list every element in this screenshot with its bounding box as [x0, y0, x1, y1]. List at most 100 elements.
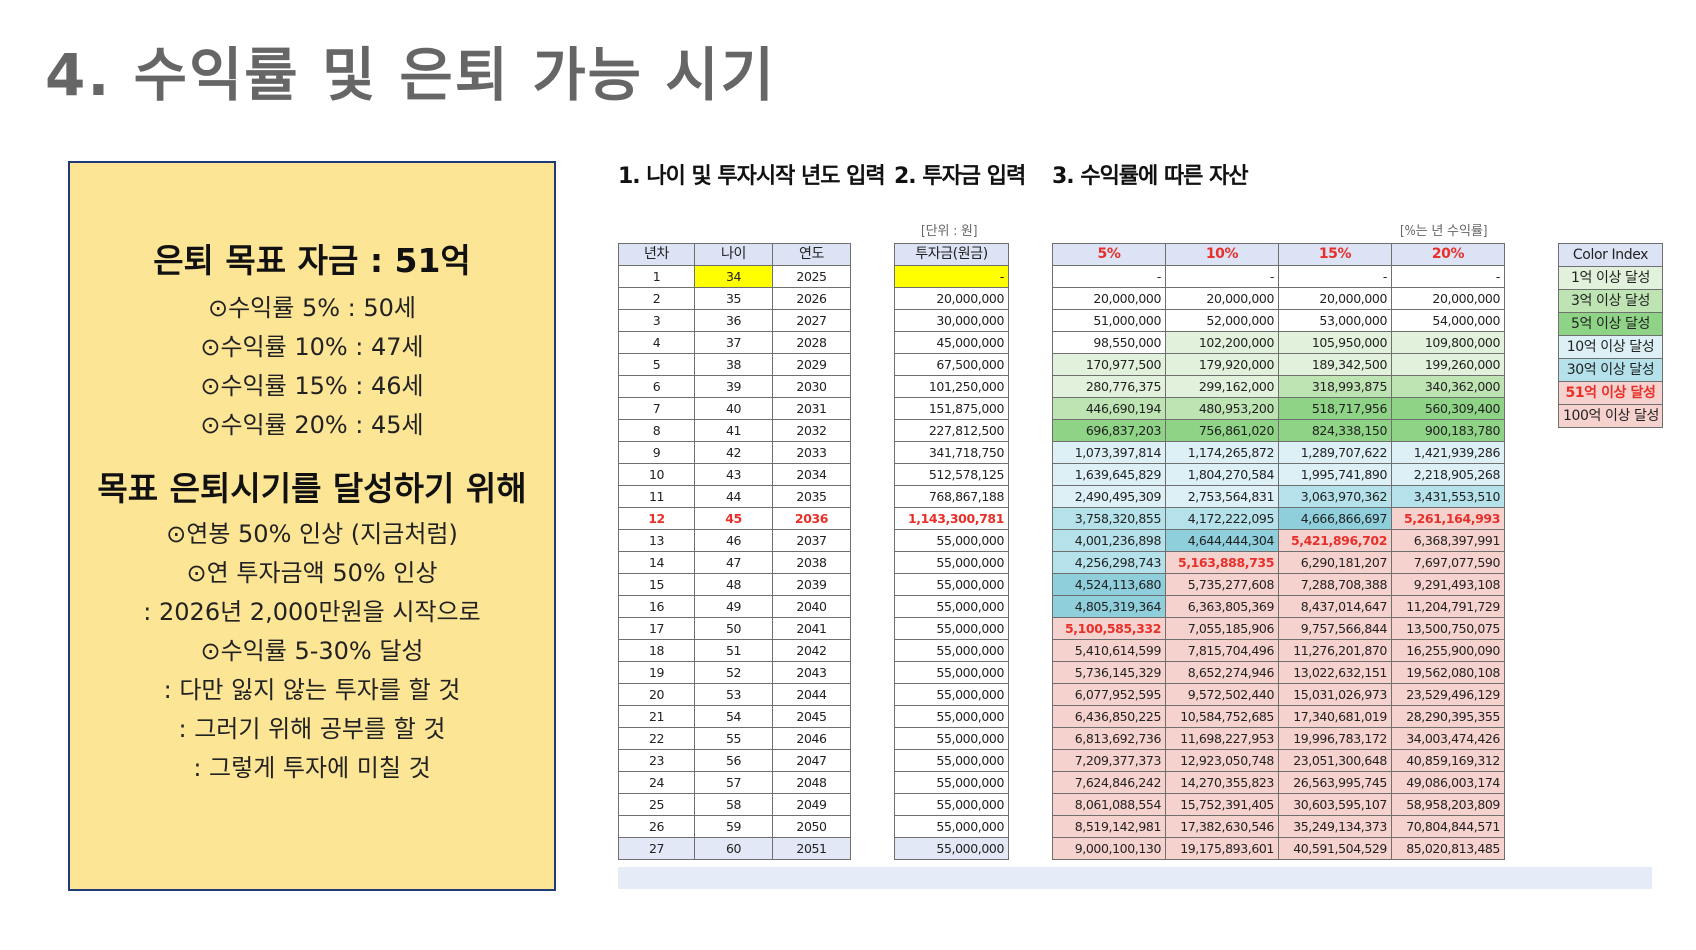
cell-year: 2044: [772, 683, 851, 706]
cell-year: 2041: [772, 617, 851, 640]
cell-year-no: 1: [618, 265, 695, 288]
table-row: 6 39 2030: [618, 375, 851, 398]
cell-age: 37: [694, 331, 773, 354]
cell-year: 2026: [772, 287, 851, 310]
cell-asset-value: 11,276,201,870: [1278, 639, 1392, 662]
cell-asset-value: 9,757,566,844: [1278, 617, 1392, 640]
cell-asset-value: 4,805,319,364: [1052, 595, 1166, 618]
cell-age: 60: [694, 837, 773, 860]
table-row: 3 36 2027: [618, 309, 851, 332]
cell-year: 2050: [772, 815, 851, 838]
cell-asset-value: 102,200,000: [1165, 331, 1279, 354]
cell-asset-value: 5,735,277,608: [1165, 573, 1279, 596]
cell-asset-value: 28,290,395,355: [1391, 705, 1505, 728]
cell-age: 47: [694, 551, 773, 574]
cell-asset-value: 105,950,000: [1278, 331, 1392, 354]
legend-row: 5억 이상 달성: [1558, 312, 1663, 336]
cell-asset-value: 3,758,320,855: [1052, 507, 1166, 530]
cell-asset-value: 49,086,003,174: [1391, 771, 1505, 794]
age-year-table: 년차 나이 연도 1 34 2025 2 35 2026 3 36 2027 4 37 2028 5 38…: [618, 243, 851, 860]
cell-asset-value: 280,776,375: [1052, 375, 1166, 398]
cell-asset-value: 9,291,493,108: [1391, 573, 1505, 596]
table-row: 25 58 2049: [618, 793, 851, 816]
table-row: 151,875,000: [894, 397, 1009, 420]
cell-asset-value: 696,837,203: [1052, 419, 1166, 442]
table-row: 98,550,000 102,200,000 105,950,000 109,800,…: [1052, 331, 1505, 354]
cell-asset-value: 1,804,270,584: [1165, 463, 1279, 486]
table-row: 4,805,319,364 6,363,805,369 8,437,014,647 1…: [1052, 595, 1505, 618]
cell-year: 2043: [772, 661, 851, 684]
cell-investment: 1,143,300,781: [894, 507, 1009, 530]
cell-investment: 67,500,000: [894, 353, 1009, 376]
cell-asset-value: 53,000,000: [1278, 309, 1392, 332]
cell-year-no: 10: [618, 463, 695, 486]
table-row: -: [894, 265, 1009, 288]
table-row: 8,519,142,981 17,382,630,546 35,249,134,37…: [1052, 815, 1505, 838]
cell-asset-value: 170,977,500: [1052, 353, 1166, 376]
cell-asset-value: 199,260,000: [1391, 353, 1505, 376]
goal-line: ⊙수익률 10% : 47세: [200, 333, 424, 361]
cell-asset-value: 34,003,474,426: [1391, 727, 1505, 750]
cell-year-no: 26: [618, 815, 695, 838]
cell-investment: 768,867,188: [894, 485, 1009, 508]
cell-asset-value: 2,490,495,309: [1052, 485, 1166, 508]
cell-investment: 55,000,000: [894, 573, 1009, 596]
cell-asset-value: 3,431,553,510: [1391, 485, 1505, 508]
cell-year-no: 21: [618, 705, 695, 728]
table-row: 6,077,952,595 9,572,502,440 15,031,026,973…: [1052, 683, 1505, 706]
cell-asset-value: 4,666,866,697: [1278, 507, 1392, 530]
cell-asset-value: 70,804,844,571: [1391, 815, 1505, 838]
cell-asset-value: 98,550,000: [1052, 331, 1166, 354]
cell-year-no: 20: [618, 683, 695, 706]
table-row: 446,690,194 480,953,200 518,717,956 560,309…: [1052, 397, 1505, 420]
cell-asset-value: 20,000,000: [1052, 287, 1166, 310]
cell-asset-value: 5,163,888,735: [1165, 551, 1279, 574]
section-label-invest-input: 2. 투자금 입력: [894, 164, 1026, 189]
plan-heading: 목표 은퇴시기를 달성하기 위해: [97, 469, 527, 508]
cell-year-no: 11: [618, 485, 695, 508]
cell-year-no: 2: [618, 287, 695, 310]
cell-asset-value: -: [1391, 265, 1505, 288]
rate-note-label: [%는 년 수익률]: [1400, 224, 1488, 239]
cell-asset-value: 8,437,014,647: [1278, 595, 1392, 618]
cell-investment: 20,000,000: [894, 287, 1009, 310]
table-row: 12 45 2036: [618, 507, 851, 530]
cell-year-no: 15: [618, 573, 695, 596]
cell-asset-value: 6,436,850,225: [1052, 705, 1166, 728]
cell-asset-value: 1,995,741,890: [1278, 463, 1392, 486]
plan-line: : 그러기 위해 공부를 할 것: [178, 715, 446, 743]
cell-asset-value: 16,255,900,090: [1391, 639, 1505, 662]
header-investment: 투자금(원금): [894, 243, 1009, 266]
cell-asset-value: 7,624,846,242: [1052, 771, 1166, 794]
cell-age: 41: [694, 419, 773, 442]
cell-asset-value: 5,100,585,332: [1052, 617, 1166, 640]
table-row: 26 59 2050: [618, 815, 851, 838]
cell-asset-value: 7,055,185,906: [1165, 617, 1279, 640]
cell-year-no: 22: [618, 727, 695, 750]
cell-age: 57: [694, 771, 773, 794]
table-row: 22 55 2046: [618, 727, 851, 750]
cell-asset-value: 4,644,444,304: [1165, 529, 1279, 552]
legend-row: 51억 이상 달성: [1558, 381, 1663, 405]
cell-asset-value: 20,000,000: [1391, 287, 1505, 310]
table-row: 45,000,000: [894, 331, 1009, 354]
table-row: 101,250,000: [894, 375, 1009, 398]
cell-age: 59: [694, 815, 773, 838]
cell-asset-value: 35,249,134,373: [1278, 815, 1392, 838]
cell-asset-value: 1,289,707,622: [1278, 441, 1392, 464]
cell-year: 2046: [772, 727, 851, 750]
cell-asset-value: -: [1052, 265, 1166, 288]
cell-year-no: 25: [618, 793, 695, 816]
cell-age: 46: [694, 529, 773, 552]
table-row: 67,500,000: [894, 353, 1009, 376]
legend-header: Color Index: [1558, 243, 1663, 267]
cell-investment: 55,000,000: [894, 793, 1009, 816]
cell-asset-value: 20,000,000: [1165, 287, 1279, 310]
cell-year: 2032: [772, 419, 851, 442]
table-row: 15 48 2039: [618, 573, 851, 596]
cell-asset-value: 756,861,020: [1165, 419, 1279, 442]
table-row: 55,000,000: [894, 815, 1009, 838]
cell-asset-value: 340,362,000: [1391, 375, 1505, 398]
cell-year-no: 4: [618, 331, 695, 354]
table-row: 51,000,000 52,000,000 53,000,000 54,000,000: [1052, 309, 1505, 332]
